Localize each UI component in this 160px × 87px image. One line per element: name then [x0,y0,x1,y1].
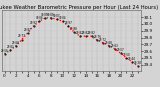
Text: 29.50: 29.50 [123,53,130,57]
Text: 29.87: 29.87 [24,28,32,32]
Text: 29.44: 29.44 [128,57,136,61]
Text: 29.56: 29.56 [1,49,8,53]
Text: 30.09: 30.09 [41,13,49,17]
Text: 30.09: 30.09 [47,13,55,17]
Text: 29.63: 29.63 [111,44,119,48]
Text: 29.61: 29.61 [6,45,14,49]
Text: 29.68: 29.68 [105,41,113,45]
Text: 29.82: 29.82 [82,31,90,35]
Title: Milwaukee Weather Barometric Pressure per Hour (Last 24 Hours): Milwaukee Weather Barometric Pressure pe… [0,5,158,10]
Text: 29.68: 29.68 [12,41,20,45]
Text: 29.72: 29.72 [99,38,107,42]
Text: 29.77: 29.77 [18,34,26,38]
Text: 30.04: 30.04 [36,16,43,20]
Text: 29.57: 29.57 [117,48,124,52]
Text: 29.76: 29.76 [93,35,101,39]
Text: 29.82: 29.82 [76,31,84,35]
Text: 29.88: 29.88 [70,27,78,31]
Text: 30.04: 30.04 [59,16,66,20]
Text: 29.38: 29.38 [134,61,142,65]
Text: 29.97: 29.97 [30,21,37,25]
Text: 29.97: 29.97 [64,21,72,25]
Text: 30.07: 30.07 [53,14,60,18]
Text: 29.82: 29.82 [88,31,95,35]
